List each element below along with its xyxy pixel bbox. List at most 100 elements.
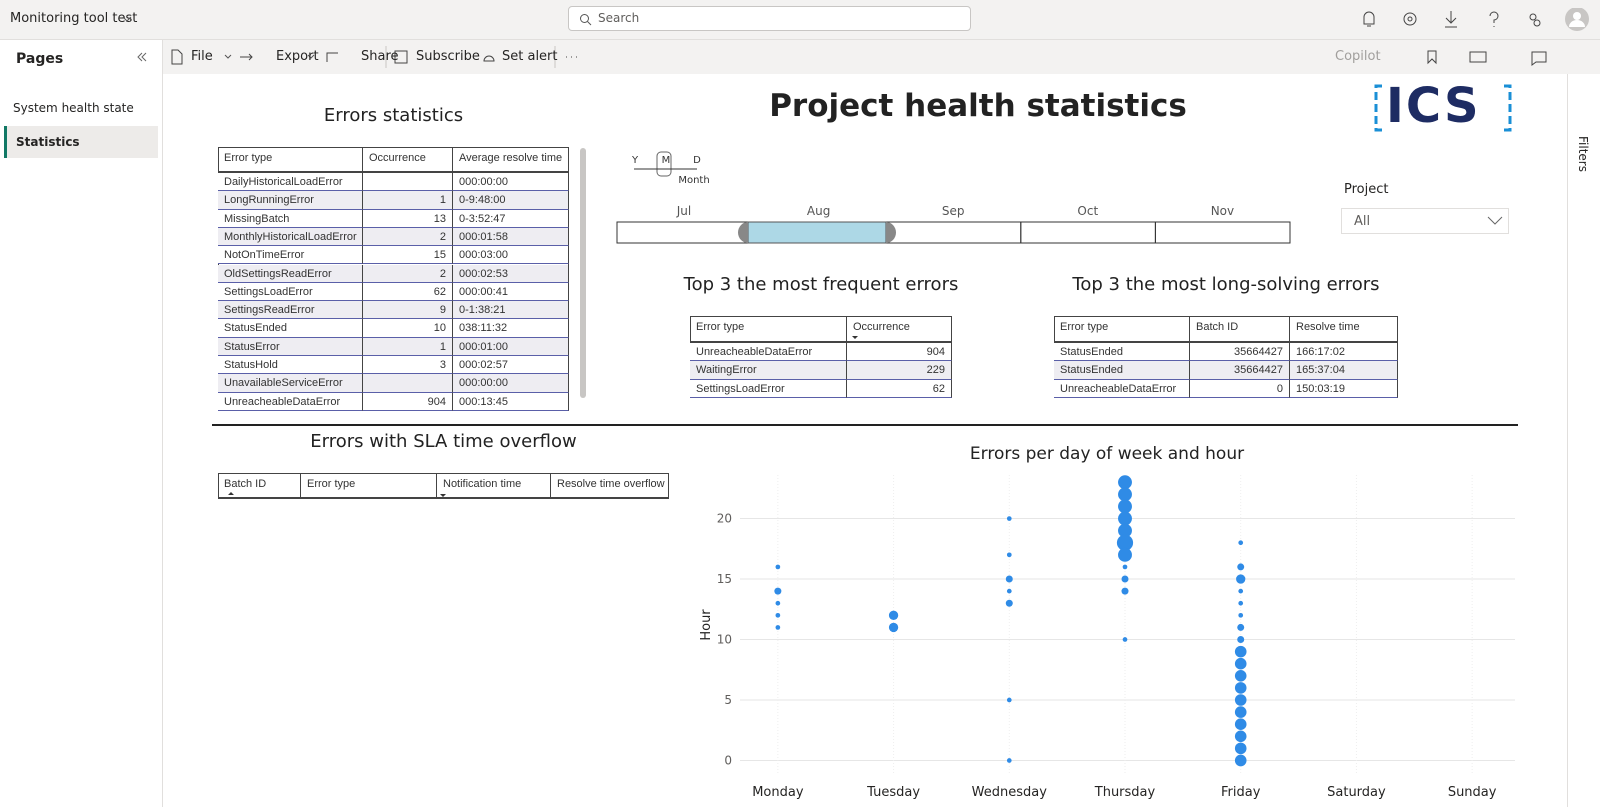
table-cell: UnreacheableDataError bbox=[690, 343, 847, 362]
table-cell: NotOnTimeError bbox=[218, 246, 363, 265]
table-cell bbox=[363, 374, 453, 393]
table-cell: OldSettingsReadError bbox=[218, 264, 363, 283]
page-tab[interactable]: System health state bbox=[13, 101, 134, 115]
column-header[interactable]: Resolve time bbox=[1290, 316, 1398, 343]
toolbar-copilot[interactable]: Copilot bbox=[1335, 49, 1381, 64]
project-label: Project bbox=[1344, 182, 1389, 197]
table-cell: 904 bbox=[847, 343, 952, 362]
table-cell: UnavailableServiceError bbox=[218, 374, 363, 393]
column-header[interactable]: Error type bbox=[690, 316, 847, 343]
column-header[interactable]: Error type bbox=[1054, 316, 1190, 343]
table-cell: MissingBatch bbox=[218, 209, 363, 228]
filters-pane: Filters bbox=[1567, 74, 1600, 807]
settings-icon[interactable] bbox=[1403, 12, 1417, 26]
table-cell: 038:11:32 bbox=[453, 319, 569, 338]
project-dropdown[interactable]: All bbox=[1341, 208, 1509, 234]
table-cell: 0 bbox=[1190, 379, 1290, 398]
column-header[interactable]: Batch ID bbox=[218, 473, 301, 499]
top-icons bbox=[1363, 8, 1589, 31]
table-cell: 000:00:00 bbox=[453, 374, 569, 393]
collapse-icon[interactable] bbox=[136, 52, 148, 62]
table-cell: 150:03:19 bbox=[1290, 379, 1398, 398]
table-title: Top 3 the most long-solving errors bbox=[1072, 274, 1380, 295]
table-cell: 000:03:00 bbox=[453, 246, 569, 265]
table-cell: 0-1:38:21 bbox=[453, 301, 569, 320]
table-cell: UnreacheableDataError bbox=[1054, 379, 1190, 398]
table-cell: 10 bbox=[363, 319, 453, 338]
search-placeholder: Search bbox=[598, 11, 640, 25]
table-cell: SettingsReadError bbox=[218, 301, 363, 320]
report-title: Project health statistics bbox=[769, 88, 1187, 124]
table-cell: 2 bbox=[363, 227, 453, 247]
table-cell: 0-9:48:00 bbox=[453, 191, 569, 210]
table-cell: DailyHistoricalLoadError bbox=[218, 173, 363, 192]
table-title: Errors statistics bbox=[323, 105, 464, 126]
pages-pane: Pages bbox=[0, 40, 163, 807]
table-cell: 1 bbox=[363, 191, 453, 210]
table-cell: SettingsLoadError bbox=[690, 379, 847, 398]
toolbar-share[interactable]: Share bbox=[361, 49, 399, 64]
table-title: Top 3 the most frequent errors bbox=[683, 274, 959, 295]
column-header[interactable]: Notification time bbox=[437, 473, 551, 499]
download-icon[interactable] bbox=[1445, 11, 1457, 28]
column-header[interactable]: Error type bbox=[301, 473, 437, 499]
table-cell: 000:01:00 bbox=[453, 337, 569, 356]
table-cell: 15 bbox=[363, 246, 453, 265]
table-cell: 904 bbox=[363, 392, 453, 411]
table-cell: StatusHold bbox=[218, 356, 363, 375]
toolbar-set_alert[interactable]: Set alert bbox=[502, 49, 558, 64]
table-cell: 229 bbox=[847, 361, 952, 380]
table-cell: 1 bbox=[363, 337, 453, 356]
table-cell: SettingsLoadError bbox=[218, 282, 363, 302]
table-cell: 3 bbox=[363, 356, 453, 375]
report-name[interactable]: Monitoring tool test bbox=[10, 11, 138, 26]
table-cell: 166:17:02 bbox=[1290, 343, 1398, 362]
column-header[interactable]: Occurrence bbox=[363, 147, 453, 173]
table-cell: MonthlyHistoricalLoadError bbox=[218, 227, 363, 247]
page-tab[interactable]: Statistics bbox=[4, 126, 158, 158]
pages-title: Pages bbox=[16, 51, 64, 67]
help-icon[interactable] bbox=[1489, 11, 1499, 27]
toolbar-export[interactable]: Export bbox=[276, 49, 319, 64]
table-cell: 000:01:58 bbox=[453, 227, 569, 247]
search-box[interactable]: Search bbox=[568, 6, 971, 31]
table-cell: StatusEnded bbox=[1054, 361, 1190, 380]
table-cell: UnreacheableDataError bbox=[218, 392, 363, 411]
toolbar-subscribe[interactable]: Subscribe bbox=[416, 49, 480, 64]
table-cell: 000:02:53 bbox=[453, 264, 569, 283]
table-cell: 62 bbox=[363, 282, 453, 302]
table-cell: StatusError bbox=[218, 337, 363, 356]
table-cell: StatusEnded bbox=[218, 319, 363, 338]
table-cell: 000:00:00 bbox=[453, 173, 569, 192]
table-cell bbox=[363, 173, 453, 192]
share-icon[interactable] bbox=[1529, 13, 1537, 21]
notification-icon[interactable] bbox=[1363, 11, 1375, 27]
table-cell: 000:13:45 bbox=[453, 392, 569, 411]
table-cell: 35664427 bbox=[1190, 361, 1290, 380]
table-cell: LongRunningError bbox=[218, 191, 363, 210]
column-header[interactable]: Occurrence bbox=[847, 316, 952, 343]
table-cell: 2 bbox=[363, 264, 453, 283]
table-cell: StatusEnded bbox=[1054, 343, 1190, 362]
column-header[interactable]: Error type bbox=[218, 147, 363, 173]
toolbar-file[interactable]: File bbox=[191, 49, 213, 64]
table-title: Errors with SLA time overflow bbox=[310, 431, 577, 452]
logo: ICS bbox=[1386, 78, 1481, 134]
top-bar: Monitoring tool test Search bbox=[0, 0, 1600, 40]
column-header[interactable]: Batch ID bbox=[1190, 316, 1290, 343]
filters-label[interactable]: Filters bbox=[1576, 136, 1590, 172]
column-header[interactable]: Resolve time overflow bbox=[551, 473, 669, 499]
search-icon bbox=[580, 14, 592, 26]
table-cell: 35664427 bbox=[1190, 343, 1290, 362]
table-cell: 62 bbox=[847, 379, 952, 398]
column-header[interactable]: Average resolve time bbox=[453, 147, 569, 173]
table-cell: 000:00:41 bbox=[453, 282, 569, 302]
table-cell: 165:37:04 bbox=[1290, 361, 1398, 380]
table-cell: 000:02:57 bbox=[453, 356, 569, 375]
table-cell: 0-3:52:47 bbox=[453, 209, 569, 228]
chevron bbox=[122, 16, 132, 22]
table-cell: 9 bbox=[363, 301, 453, 320]
table-cell: WaitingError bbox=[690, 361, 847, 380]
